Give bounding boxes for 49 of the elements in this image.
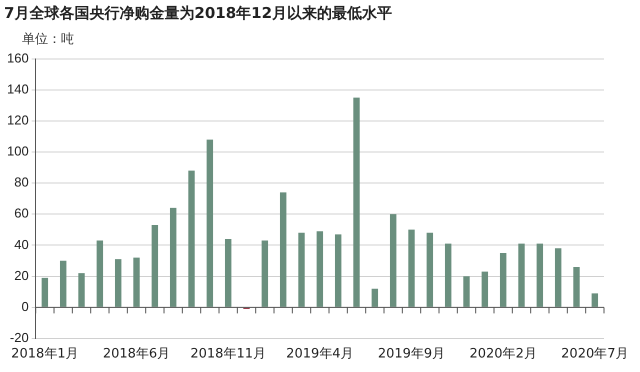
- y-tick-label: 0: [21, 298, 29, 314]
- bar: [500, 252, 506, 307]
- x-tick-label: 2020年7月: [561, 346, 629, 362]
- bar: [280, 192, 286, 307]
- bar: [316, 231, 324, 307]
- bar: [78, 273, 85, 307]
- bar: [482, 272, 488, 307]
- bar: [334, 234, 342, 307]
- x-tick-label: 2018年1月: [11, 346, 79, 362]
- bar: [298, 232, 305, 307]
- y-tick-label: 60: [14, 206, 29, 221]
- x-tick-label: 2018年6月: [102, 346, 170, 362]
- bar: [133, 258, 140, 307]
- x-tick-label: 2020年2月: [469, 346, 537, 362]
- bar: [114, 259, 122, 307]
- y-tick-label: -20: [10, 330, 29, 345]
- x-tick-label: 2019年9月: [378, 346, 446, 362]
- bar: [262, 240, 268, 307]
- y-tick-label: 40: [14, 236, 29, 252]
- bar: [518, 244, 525, 307]
- bar: [554, 248, 562, 307]
- y-tick-label: 160: [6, 50, 29, 66]
- x-tick-label: 2019年4月: [286, 346, 354, 362]
- bar: [188, 170, 195, 307]
- chart-title: 7月全球各国央行净购金量为2018年12月以来的最低水平: [4, 4, 392, 23]
- bar: [390, 214, 396, 307]
- bar: [592, 293, 598, 307]
- y-axis-title: 单位：吨: [22, 31, 74, 48]
- y-tick-label: 100: [6, 144, 29, 159]
- y-tick-label: 120: [6, 112, 29, 128]
- bar: [152, 225, 158, 307]
- x-tick-label: 2018年11月: [190, 346, 266, 362]
- bar: [372, 288, 378, 307]
- bar: [463, 276, 470, 307]
- bar: [206, 140, 214, 307]
- bar: [573, 266, 580, 307]
- bar: [42, 278, 48, 307]
- bar: [426, 232, 434, 307]
- bar: [536, 244, 544, 307]
- bar: [224, 238, 232, 307]
- bar: [96, 240, 104, 307]
- y-tick-label: 80: [14, 174, 29, 190]
- bar: [444, 244, 452, 307]
- y-tick-label: 140: [6, 81, 29, 96]
- bar: [408, 230, 415, 307]
- y-tick-label: 20: [14, 268, 29, 283]
- bar: [170, 208, 176, 307]
- bar: [353, 98, 360, 307]
- bar: [60, 260, 66, 307]
